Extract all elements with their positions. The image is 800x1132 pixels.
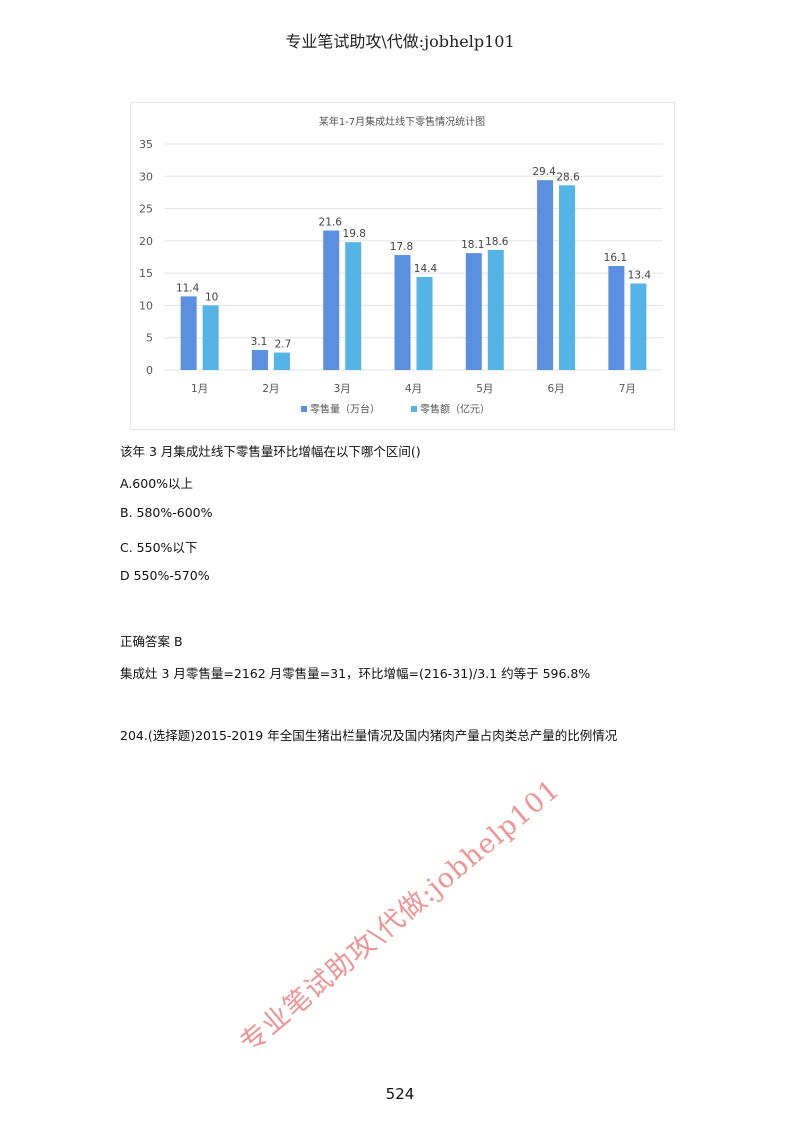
data-label: 17.8: [390, 241, 413, 253]
bar-volume: [394, 255, 411, 370]
y-tick-label: 5: [146, 332, 153, 345]
bar-sales: [559, 185, 576, 370]
y-tick-label: 25: [139, 203, 153, 216]
data-label: 19.8: [343, 228, 366, 240]
bar-volume: [251, 349, 268, 370]
x-tick-label: 2月: [262, 383, 279, 395]
x-tick-label: 3月: [334, 383, 351, 395]
bar-sales: [487, 249, 504, 370]
page-number: 524: [385, 1085, 415, 1103]
bar-volume: [608, 266, 625, 370]
x-tick-label: 1月: [191, 383, 208, 395]
data-label: 18.6: [485, 236, 509, 248]
bar-sales: [273, 352, 290, 370]
data-label: 2.7: [275, 339, 292, 351]
data-label: 28.6: [556, 171, 580, 183]
answer: 正确答案 B: [120, 634, 183, 649]
bar-sales: [345, 242, 362, 370]
data-label: 13.4: [628, 269, 652, 281]
y-tick-label: 20: [139, 235, 153, 248]
bar-sales: [630, 283, 647, 370]
y-tick-label: 30: [139, 170, 153, 183]
bar-volume: [465, 253, 482, 370]
data-label: 3.1: [251, 336, 268, 348]
legend-label: 零售额（亿元）: [420, 403, 490, 416]
bar-volume: [323, 230, 340, 370]
x-tick-label: 4月: [405, 383, 422, 395]
y-tick-label: 0: [146, 364, 153, 377]
option-a: A.600%以上: [120, 476, 194, 491]
data-label: 11.4: [176, 282, 200, 294]
next-question: 204.(选择题)2015-2019 年全国生猪出栏量情况及国内猪肉产量占肉类总…: [120, 728, 618, 743]
data-label: 21.6: [319, 217, 343, 229]
bar-sales: [416, 277, 433, 370]
data-label: 14.4: [414, 263, 438, 275]
bar-sales: [202, 305, 219, 370]
legend-swatch: [301, 406, 307, 412]
data-label: 18.1: [461, 239, 484, 251]
option-c: C. 550%以下: [120, 540, 198, 555]
page-header: 专业笔试助攻\代做:jobhelp101: [285, 32, 515, 51]
bar-volume: [180, 296, 197, 370]
y-tick-label: 15: [139, 267, 153, 280]
y-tick-label: 35: [139, 138, 153, 151]
data-label: 29.4: [532, 166, 556, 178]
legend-swatch: [411, 406, 417, 412]
chart-svg: 某年1-7月集成灶线下零售情况统计图 0 5 10 15 20 25 30 35 11.4 10 1月…: [139, 115, 663, 416]
explanation: 集成灶 3 月零售量=2162 月零售量=31，环比增幅=(216-31)/3.…: [120, 666, 591, 681]
data-label: 10: [205, 291, 218, 303]
data-label: 16.1: [604, 252, 627, 264]
option-d: D 550%-570%: [120, 568, 210, 583]
legend-label: 零售量（万台）: [310, 403, 380, 416]
question-stem: 该年 3 月集成灶线下零售量环比增幅在以下哪个区间(): [120, 444, 421, 459]
watermark: 专业笔试助攻\代做:jobhelp101: [234, 773, 567, 1060]
option-b: B. 580%-600%: [120, 505, 213, 520]
x-tick-label: 6月: [547, 383, 564, 395]
bar-volume: [537, 180, 554, 370]
y-tick-label: 10: [139, 299, 153, 312]
x-tick-label: 7月: [619, 383, 636, 395]
bar-chart: 某年1-7月集成灶线下零售情况统计图 0 5 10 15 20 25 30 35 11.4 10 1月…: [130, 102, 675, 430]
chart-title: 某年1-7月集成灶线下零售情况统计图: [319, 115, 485, 128]
x-tick-label: 5月: [476, 383, 493, 395]
